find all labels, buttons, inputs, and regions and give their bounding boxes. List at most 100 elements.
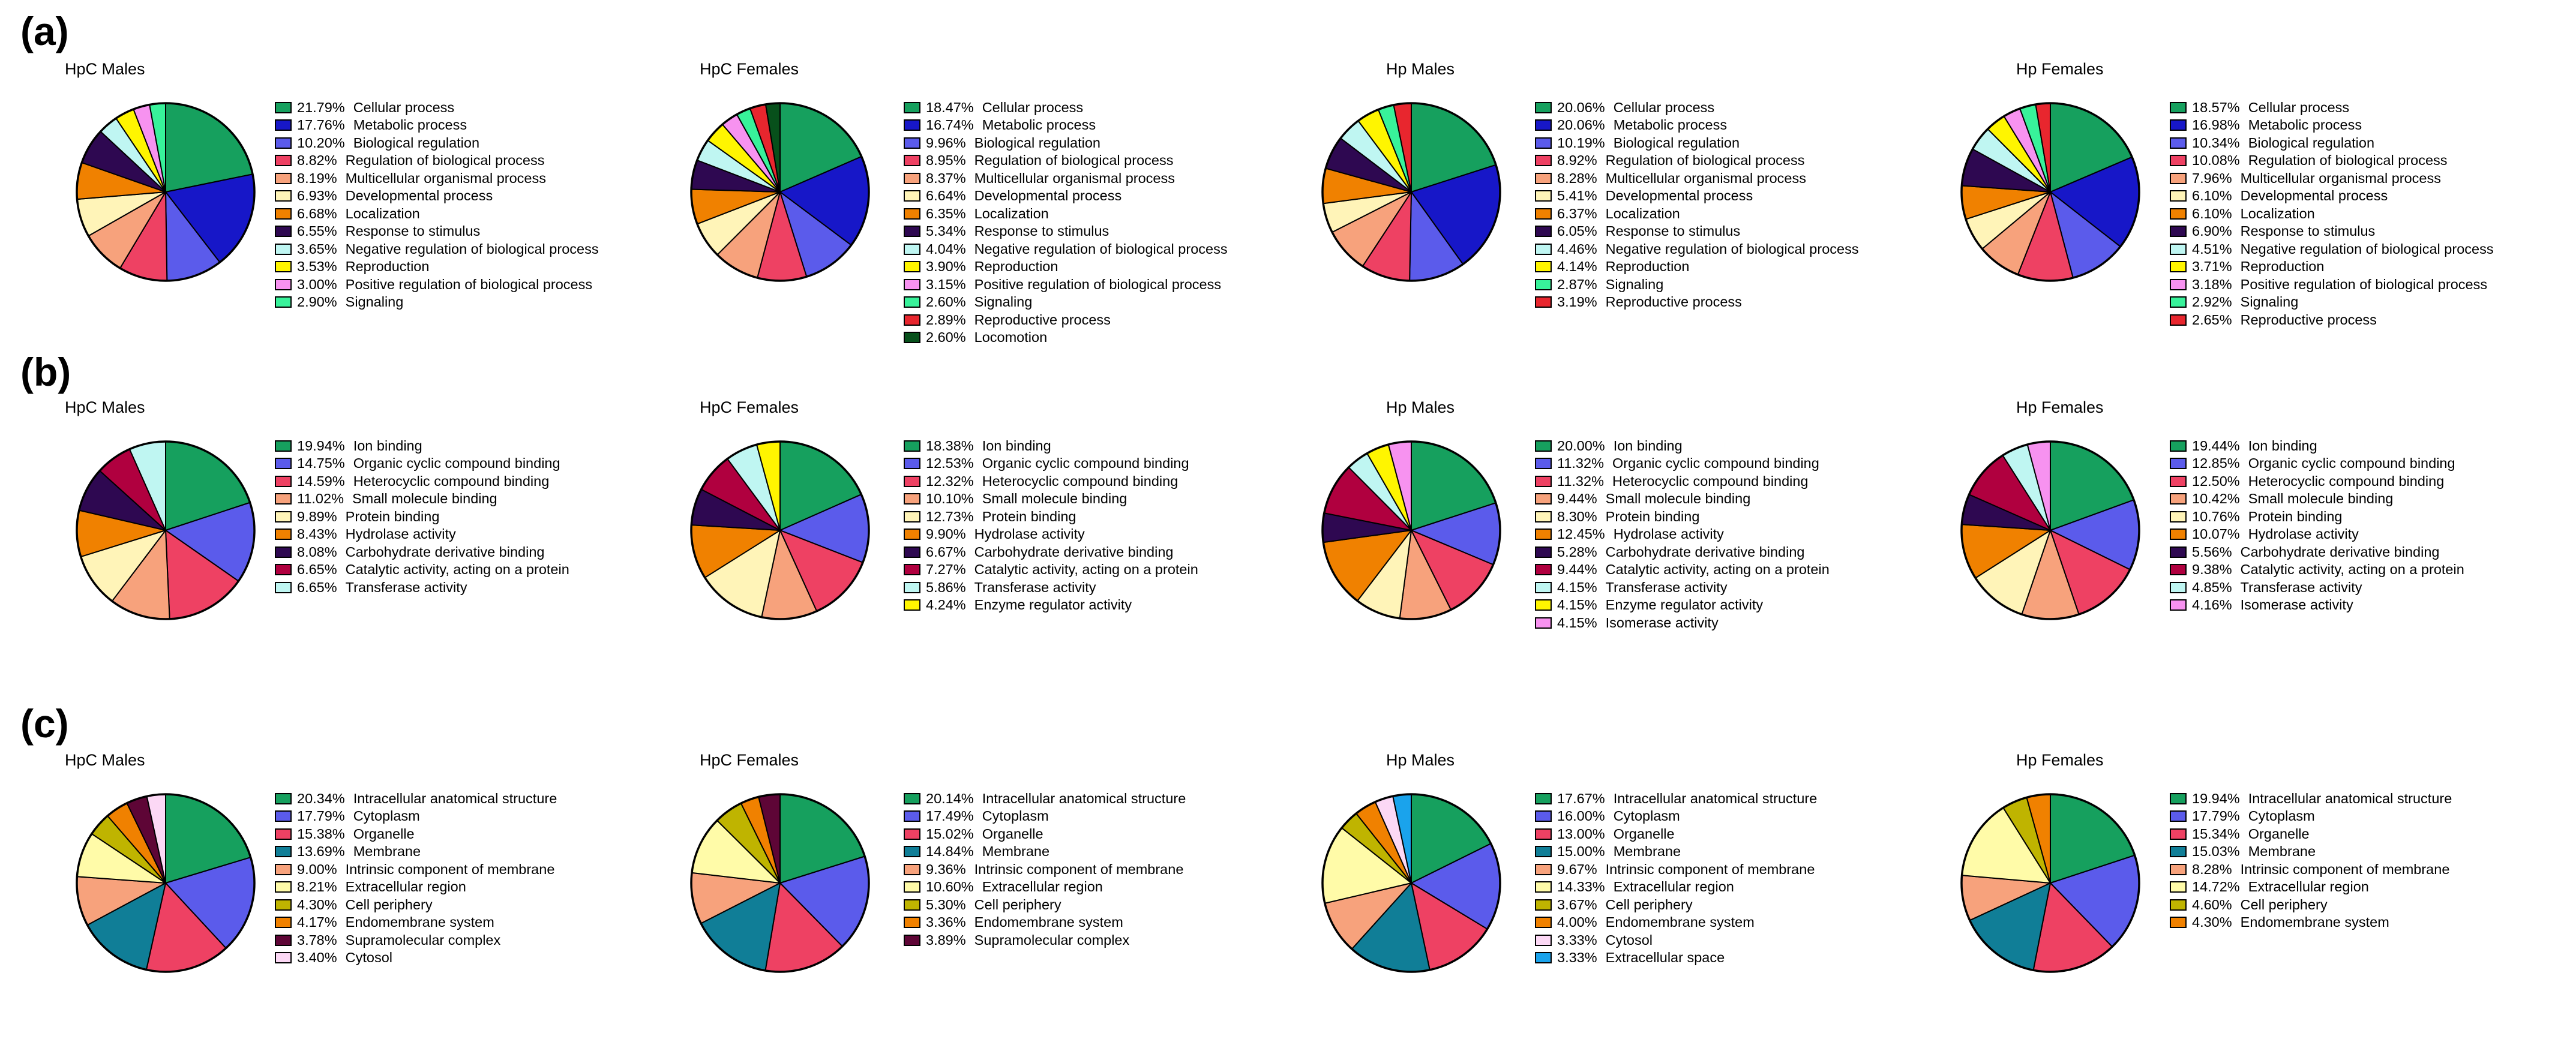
legend-swatch xyxy=(2170,528,2187,540)
legend-label: 4.15% Transferase activity xyxy=(1557,579,1728,596)
legend-label: 8.95% Regulation of biological process xyxy=(926,152,1173,169)
legend-label: 10.10% Small molecule binding xyxy=(926,491,1127,507)
pie-outline xyxy=(76,102,256,282)
legend-label: 6.05% Response to stimulus xyxy=(1557,223,1740,239)
legend-item: 6.68% Localization xyxy=(275,205,420,222)
legend-percent: 8.95% xyxy=(926,152,966,168)
legend-swatch xyxy=(1535,564,1552,575)
legend-label: 20.34% Intracellular anatomical structure xyxy=(297,791,557,807)
legend-name: Hydrolase activity xyxy=(1613,526,1724,542)
legend-item: 4.24% Enzyme regulator activity xyxy=(904,597,1132,614)
legend-percent: 20.00% xyxy=(1557,437,1605,454)
legend-name: Multicellular organismal process xyxy=(345,170,546,186)
legend-name: Positive regulation of biological proces… xyxy=(345,276,593,292)
pie-panel-c-2: HpC Females 20.14% Intracellular anatomica… xyxy=(642,751,1278,1039)
legend-swatch xyxy=(1535,917,1552,928)
legend-label: 6.10% Developmental process xyxy=(2192,188,2388,204)
legend-name: Endomembrane system xyxy=(345,914,494,930)
legend-name: Signaling xyxy=(1605,276,1664,292)
legend-percent: 6.55% xyxy=(297,223,337,239)
legend-label: 9.67% Intrinsic component of membrane xyxy=(1557,861,1815,878)
legend-percent: 20.34% xyxy=(297,790,345,806)
legend-percent: 3.00% xyxy=(297,276,337,292)
legend-label: 3.65% Negative regulation of biological p… xyxy=(297,241,599,257)
legend-percent: 2.60% xyxy=(926,329,966,345)
legend-item: 10.19% Biological regulation xyxy=(1535,134,1740,151)
legend-swatch xyxy=(2170,846,2187,857)
legend-item: 20.34% Intracellular anatomical structure xyxy=(275,790,557,807)
legend-name: Hydrolase activity xyxy=(345,526,456,542)
legend-label: 16.98% Metabolic process xyxy=(2192,117,2362,133)
legend-name: Localization xyxy=(2240,205,2315,221)
legend-percent: 9.67% xyxy=(1557,861,1597,877)
pie-chart xyxy=(1960,440,2140,620)
legend-swatch xyxy=(904,172,920,184)
legend-swatch xyxy=(904,899,920,911)
legend-percent: 16.00% xyxy=(1557,808,1605,824)
legend-label: 6.37% Localization xyxy=(1557,206,1680,222)
legend-percent: 5.86% xyxy=(926,579,966,595)
legend-name: Enzyme regulator activity xyxy=(974,597,1132,612)
legend-swatch xyxy=(904,101,920,113)
legend-item: 15.00% Membrane xyxy=(1535,843,1681,860)
legend-percent: 6.65% xyxy=(297,561,337,577)
legend-label: 5.30% Cell periphery xyxy=(926,897,1061,913)
legend-percent: 2.89% xyxy=(926,311,966,328)
legend-item: 2.60% Locomotion xyxy=(904,329,1047,346)
legend-item: 9.90% Hydrolase activity xyxy=(904,526,1085,543)
legend-percent: 8.21% xyxy=(297,879,337,894)
legend-name: Organic cyclic compound binding xyxy=(982,455,1189,471)
legend-label: 11.32% Organic cyclic compound binding xyxy=(1557,455,1819,472)
pie-outline xyxy=(1321,440,1501,620)
legend-name: Small molecule binding xyxy=(1605,491,1751,506)
legend-label: 16.74% Metabolic process xyxy=(926,117,1096,133)
legend-swatch xyxy=(1535,617,1552,629)
legend-swatch xyxy=(904,208,920,220)
legend-item: 3.18% Positive regulation of biological p… xyxy=(2170,276,2487,293)
legend-swatch xyxy=(275,528,292,540)
legend-label: 13.00% Organelle xyxy=(1557,826,1675,842)
legend-swatch xyxy=(2170,155,2187,166)
legend-item: 11.02% Small molecule binding xyxy=(275,491,497,508)
legend-label: 3.19% Reproductive process xyxy=(1557,294,1742,310)
legend-percent: 6.05% xyxy=(1557,223,1597,239)
legend-name: Reproduction xyxy=(2240,259,2325,274)
legend-percent: 8.82% xyxy=(297,152,337,168)
legend-percent: 10.07% xyxy=(2192,526,2240,542)
legend-percent: 2.90% xyxy=(297,294,337,310)
legend-swatch xyxy=(904,261,920,272)
legend-label: 6.65% Catalytic activity, acting on a pro… xyxy=(297,561,569,578)
legend-name: Intracellular anatomical structure xyxy=(1613,790,1818,806)
pie-chart xyxy=(76,102,256,282)
legend-percent: 10.60% xyxy=(926,879,974,894)
legend-label: 3.36% Endomembrane system xyxy=(926,914,1123,930)
legend-name: Locomotion xyxy=(974,329,1048,345)
legend-swatch xyxy=(275,243,292,255)
legend-swatch xyxy=(1535,458,1552,469)
pie-chart xyxy=(76,793,256,973)
legend-swatch xyxy=(2170,458,2187,469)
legend-swatch xyxy=(275,296,292,308)
pie-chart xyxy=(690,440,870,620)
legend-item: 12.73% Protein binding xyxy=(904,508,1076,525)
legend-swatch xyxy=(1535,226,1552,237)
legend-name: Transferase activity xyxy=(974,579,1096,595)
legend-percent: 2.65% xyxy=(2192,311,2232,328)
legend-item: 12.32% Heterocyclic compound binding xyxy=(904,473,1178,490)
legend-percent: 4.00% xyxy=(1557,914,1597,930)
legend-item: 6.10% Localization xyxy=(2170,205,2315,222)
legend-name: Biological regulation xyxy=(1613,134,1740,151)
legend-percent: 4.17% xyxy=(297,914,337,930)
legend-item: 16.74% Metabolic process xyxy=(904,117,1096,134)
legend-label: 4.60% Cell periphery xyxy=(2192,897,2328,913)
legend-percent: 8.28% xyxy=(2192,861,2232,877)
legend-swatch xyxy=(1535,828,1552,840)
legend-item: 4.00% Endomembrane system xyxy=(1535,914,1755,931)
legend-name: Catalytic activity, acting on a protein xyxy=(345,561,569,577)
legend-name: Regulation of biological process xyxy=(345,152,545,168)
legend-name: Supramolecular complex xyxy=(345,932,501,948)
legend-swatch xyxy=(275,934,292,946)
legend-item: 5.30% Cell periphery xyxy=(904,896,1061,913)
legend-name: Multicellular organismal process xyxy=(974,170,1175,186)
pie-chart xyxy=(1321,793,1501,973)
